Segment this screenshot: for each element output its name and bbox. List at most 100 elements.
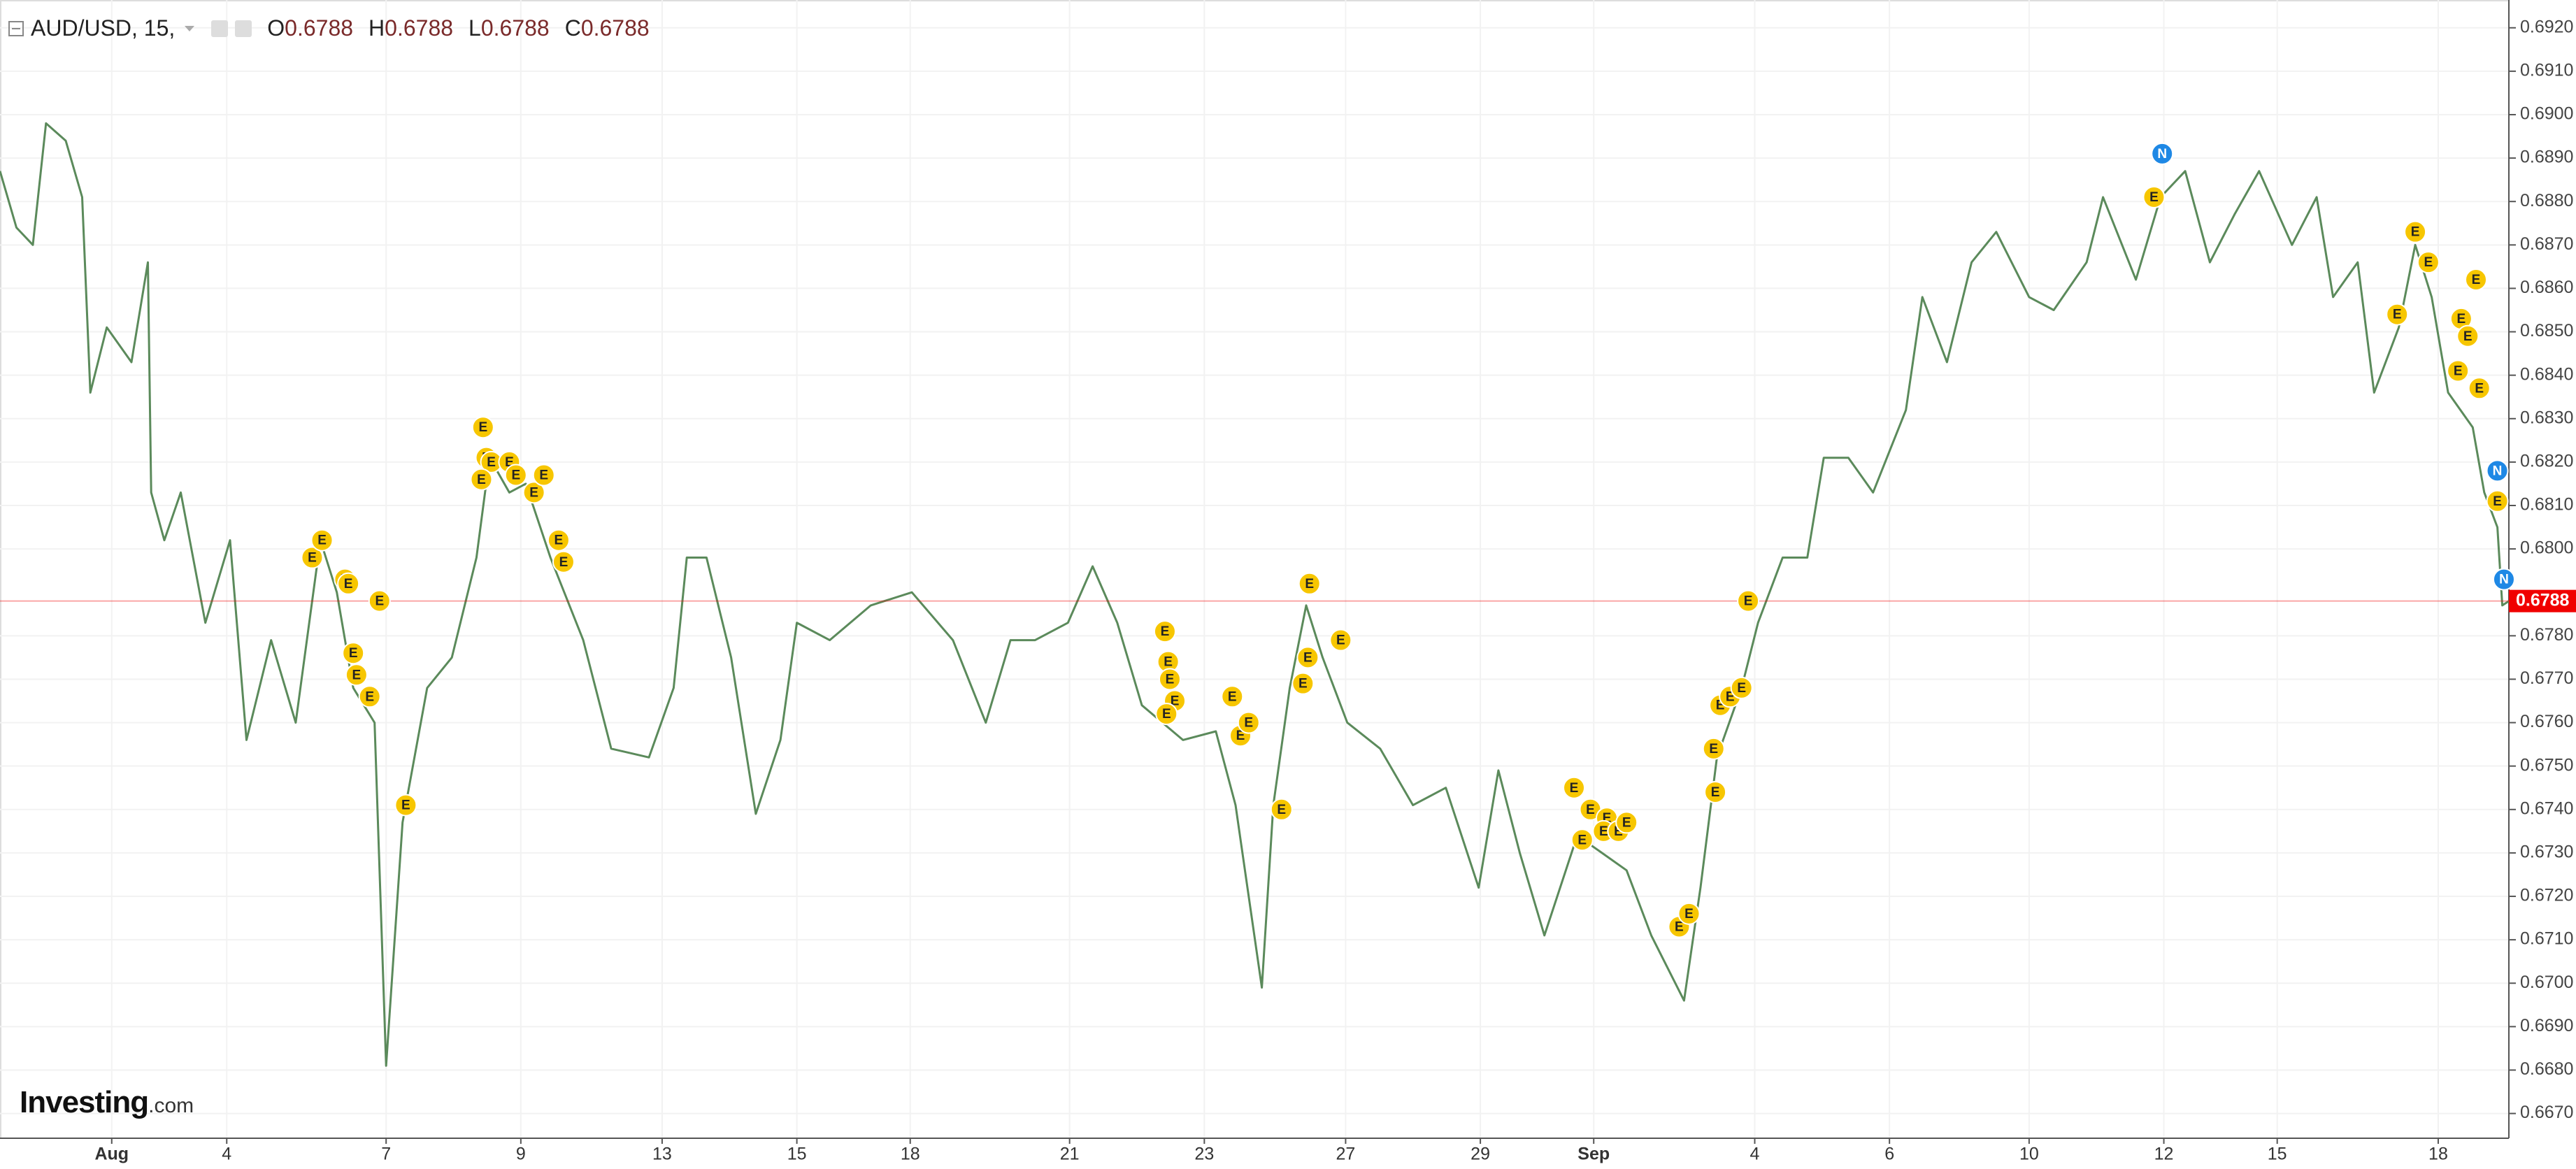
event-marker bbox=[1296, 646, 1319, 669]
event-marker bbox=[1677, 902, 1701, 925]
event-marker bbox=[2486, 459, 2509, 482]
current-price-label: 0.6788 bbox=[2516, 590, 2570, 610]
event-label: E bbox=[478, 420, 487, 435]
y-tick-label: 0.6920 bbox=[2520, 17, 2573, 36]
ohlc-label: C bbox=[564, 15, 581, 41]
event-marker bbox=[1153, 620, 1176, 643]
chart-header: AUD/USD, 15, O0.6788 H0.6788 L0.6788 C0.… bbox=[8, 15, 650, 41]
logo-suffix: .com bbox=[148, 1094, 194, 1117]
event-label: E bbox=[365, 689, 374, 704]
event-marker bbox=[1730, 676, 1753, 699]
x-tick-label: 9 bbox=[516, 1145, 526, 1164]
collapse-button[interactable] bbox=[8, 20, 24, 36]
y-tick-label: 0.6670 bbox=[2520, 1103, 2573, 1122]
event-label: N bbox=[2493, 464, 2503, 478]
x-tick-label: 4 bbox=[222, 1145, 231, 1164]
event-label: E bbox=[1744, 594, 1753, 609]
y-tick-label: 0.6840 bbox=[2520, 364, 2573, 384]
plot-border bbox=[0, 0, 2510, 1139]
x-tick-label: 18 bbox=[901, 1145, 920, 1164]
event-label: E bbox=[559, 555, 568, 570]
current-price-box bbox=[2509, 589, 2576, 612]
event-label: E bbox=[2457, 312, 2466, 327]
event-marker bbox=[1158, 668, 1181, 691]
event-label: E bbox=[1675, 920, 1684, 935]
event-label: E bbox=[529, 485, 538, 500]
event-label: E bbox=[1162, 707, 1171, 722]
x-tick-label: 15 bbox=[2268, 1145, 2287, 1164]
event-label: E bbox=[1277, 803, 1286, 817]
y-tick-label: 0.6700 bbox=[2520, 973, 2573, 992]
event-marker bbox=[2486, 489, 2509, 512]
dropdown-arrow[interactable] bbox=[185, 25, 195, 31]
event-label: E bbox=[1709, 742, 1718, 756]
event-label: E bbox=[1228, 689, 1237, 704]
event-label: E bbox=[2472, 273, 2481, 287]
y-tick-label: 0.6850 bbox=[2520, 321, 2573, 340]
event-marker bbox=[547, 529, 570, 552]
event-label: E bbox=[401, 798, 410, 813]
ohlc: O0.6788 bbox=[267, 15, 353, 41]
event-label: E bbox=[1336, 633, 1345, 648]
event-label: E bbox=[477, 473, 486, 487]
y-tick-label: 0.6760 bbox=[2520, 712, 2573, 731]
event-marker bbox=[1298, 572, 1321, 595]
ohlc-label: H bbox=[368, 15, 385, 41]
y-tick-label: 0.6900 bbox=[2520, 104, 2573, 124]
event-marker bbox=[1237, 711, 1260, 734]
y-tick-label: 0.6730 bbox=[2520, 842, 2573, 862]
y-tick-label: 0.6680 bbox=[2520, 1059, 2573, 1079]
y-tick-label: 0.6910 bbox=[2520, 60, 2573, 80]
y-tick-label: 0.6770 bbox=[2520, 668, 2573, 688]
logo: Investing.com bbox=[20, 1085, 194, 1120]
ohlc: H0.6788 bbox=[368, 15, 453, 41]
y-tick-label: 0.6750 bbox=[2520, 755, 2573, 775]
event-label: E bbox=[308, 551, 317, 566]
settings-icon[interactable] bbox=[211, 20, 229, 37]
x-tick-label: 13 bbox=[652, 1145, 672, 1164]
event-marker bbox=[342, 642, 365, 665]
event-label: E bbox=[2424, 255, 2433, 270]
event-label: E bbox=[1303, 650, 1312, 665]
event-label: E bbox=[2493, 494, 2502, 509]
event-marker bbox=[2465, 268, 2488, 292]
x-tick-label: Sep bbox=[1577, 1145, 1610, 1164]
symbol: AUD/USD, 15, bbox=[31, 15, 176, 41]
event-marker bbox=[2151, 142, 2174, 165]
event-marker bbox=[2492, 568, 2515, 591]
settings-icon[interactable] bbox=[235, 20, 252, 37]
y-tick-label: 0.6890 bbox=[2520, 148, 2573, 167]
event-marker bbox=[368, 589, 391, 612]
event-label: E bbox=[352, 668, 362, 682]
event-marker bbox=[504, 464, 527, 487]
x-tick-label: 29 bbox=[1471, 1145, 1490, 1164]
event-marker bbox=[310, 529, 334, 552]
ohlc-value: 0.6788 bbox=[285, 15, 354, 41]
event-label: E bbox=[1298, 677, 1308, 691]
event-label: E bbox=[1305, 577, 1314, 591]
event-label: E bbox=[487, 455, 496, 470]
event-label: E bbox=[1164, 655, 1173, 670]
event-marker bbox=[1329, 629, 1352, 652]
event-label: E bbox=[2454, 364, 2463, 378]
y-tick-label: 0.6820 bbox=[2520, 451, 2573, 471]
event-marker bbox=[1291, 672, 1315, 695]
event-marker bbox=[2447, 359, 2470, 382]
event-label: E bbox=[1586, 803, 1595, 817]
event-label: E bbox=[1737, 681, 1746, 696]
event-marker bbox=[345, 664, 368, 687]
event-label: E bbox=[2149, 190, 2159, 205]
event-label: E bbox=[344, 577, 353, 591]
event-label: E bbox=[1622, 815, 1631, 830]
event-label: N bbox=[2157, 147, 2167, 162]
x-tick-label: 4 bbox=[1750, 1145, 1760, 1164]
event-marker bbox=[1155, 703, 1178, 726]
event-marker bbox=[358, 685, 381, 708]
event-marker bbox=[2417, 251, 2440, 274]
event-label: E bbox=[1711, 785, 1720, 800]
event-marker bbox=[2456, 324, 2480, 347]
event-label: E bbox=[1684, 907, 1694, 921]
event-marker bbox=[1615, 811, 1638, 834]
axis-area bbox=[2509, 0, 2576, 1169]
event-label: E bbox=[2463, 329, 2473, 344]
